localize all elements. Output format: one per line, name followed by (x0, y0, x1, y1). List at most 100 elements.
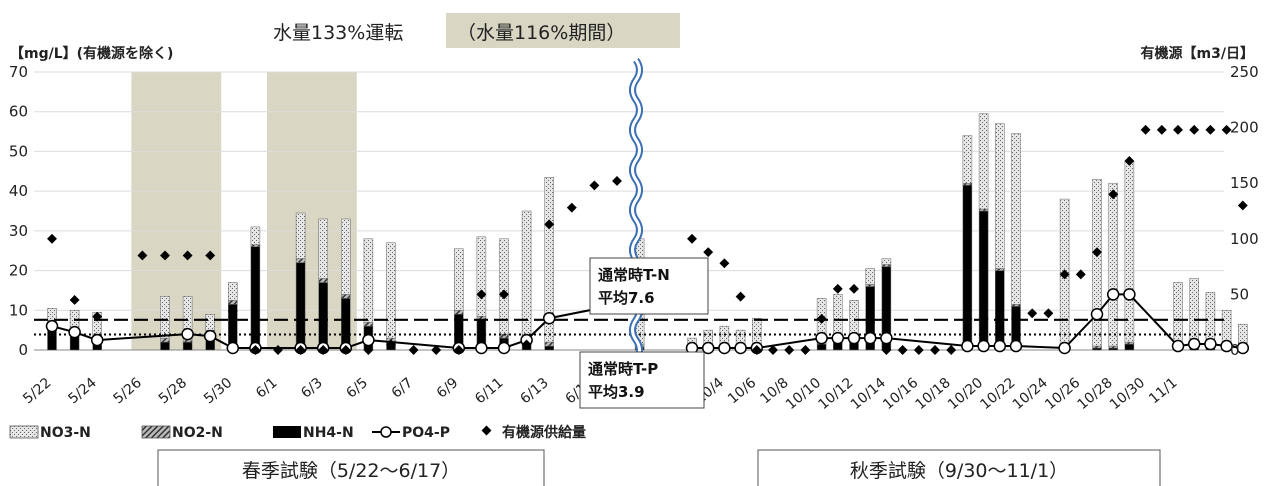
organic-point (1205, 124, 1216, 135)
organic-point (363, 345, 374, 355)
po4-point (203, 329, 217, 343)
organic-point (318, 345, 329, 355)
left-tick-label: 30 (9, 222, 28, 240)
organic-point (994, 313, 1005, 324)
po4-point (1058, 341, 1071, 355)
header-right-box (446, 13, 680, 48)
organic-point (1011, 313, 1021, 324)
right-tick-label: 100 (1230, 230, 1259, 248)
x-tick-label: 6/11 (472, 375, 506, 407)
po4-point (181, 327, 194, 341)
organic-point (962, 313, 973, 324)
spring-period-box (157, 449, 545, 486)
bar-nh4 (995, 270, 1005, 351)
bar-no2 (228, 300, 238, 305)
organic-point (816, 313, 827, 324)
po4-point (475, 341, 488, 355)
po4-point (961, 339, 974, 353)
x-tick-label: 6/3 (298, 375, 326, 402)
organic-point (768, 345, 778, 355)
bar-no2 (995, 268, 1005, 271)
header-left-label: 水量133%運転 (273, 22, 403, 44)
organic-point (544, 219, 555, 230)
bar-no3 (1173, 282, 1183, 347)
x-tick-label: 10/16 (880, 375, 921, 413)
tp-callout-line1: 通常時T-P (588, 360, 658, 378)
right-tick-label: 0 (1230, 341, 1240, 359)
po4-point (1187, 337, 1201, 351)
organic-point (160, 250, 170, 261)
x-tick-label: 10/22 (977, 375, 1018, 413)
header-right-label: （水量116%期間） (457, 22, 625, 44)
organic-point (250, 345, 261, 355)
x-tick-label: 10/28 (1075, 375, 1116, 413)
po4-point (977, 339, 990, 353)
autumn-period-box (757, 449, 1161, 486)
po4-point (847, 331, 861, 345)
organic-point (1108, 189, 1119, 200)
bar-no3 (295, 212, 306, 259)
organic-point (1092, 247, 1102, 258)
left-tick-label: 20 (9, 262, 28, 280)
po4-point (68, 325, 81, 339)
right-tick-label: 50 (1230, 285, 1249, 303)
tn-callout-line1: 通常時T-N (598, 266, 670, 284)
axis-break-icon (629, 57, 643, 363)
bar-nh4 (1108, 347, 1118, 351)
organic-point (589, 180, 600, 191)
bar-no3 (363, 238, 374, 323)
bar-no3 (250, 226, 261, 246)
bar-no3 (228, 282, 238, 301)
bar-no3 (1189, 278, 1199, 347)
legend-no2-swatch (141, 425, 171, 439)
organic-point (182, 250, 193, 261)
legend-po4-label: PO4-P (402, 425, 450, 441)
bar-no2 (363, 321, 374, 327)
reference-lines (34, 318, 1224, 336)
po4-point (90, 333, 104, 347)
organic-point (431, 345, 442, 355)
x-tick-label: 10/24 (1010, 375, 1051, 413)
bar-no3 (476, 236, 487, 317)
x-tick-label: 10/20 (945, 375, 986, 413)
organic-point (453, 345, 464, 355)
x-tick-label: 5/24 (65, 375, 99, 408)
bar-nh4 (816, 343, 827, 351)
bar-no3 (386, 242, 396, 339)
bar-no3 (1108, 182, 1118, 347)
bar-no2 (295, 258, 306, 263)
bar-no2 (454, 310, 464, 315)
organic-point (47, 233, 57, 244)
autumn-period-label: 秋季試験（9/30〜11/1） (850, 460, 1068, 482)
tp-callout: 通常時T-P 平均3.9 (579, 351, 705, 409)
po4-point (863, 331, 877, 345)
bar-no3 (544, 176, 554, 343)
organic-point (476, 289, 487, 300)
bar-no3 (962, 135, 973, 184)
bar-no3 (833, 294, 843, 337)
po4-point (1009, 339, 1023, 353)
bar-nh4 (978, 210, 989, 351)
bar-no3 (995, 123, 1005, 269)
organic-point (946, 345, 957, 355)
organic-point (703, 247, 714, 258)
x-tick-label: 6/5 (343, 375, 371, 402)
bar-no3 (978, 113, 989, 210)
organic-point (612, 176, 622, 186)
bar-nh4 (1092, 347, 1102, 351)
bar-nh4 (1124, 343, 1135, 351)
po4-point (1123, 288, 1136, 301)
organic-point (1237, 200, 1248, 211)
organic-point (913, 345, 924, 355)
legend-no3-label: NO3-N (40, 425, 91, 441)
bar-no3 (318, 218, 328, 279)
legend-po4-marker (380, 426, 392, 438)
organic-point (800, 345, 811, 355)
x-tick-label: 5/22 (20, 375, 54, 407)
x-tick-label: 5/26 (111, 375, 145, 408)
po4-point (815, 331, 828, 345)
tn-callout: 通常時T-N 平均7.6 (589, 257, 709, 315)
right-tick-label: 200 (1230, 119, 1259, 137)
bar-no2 (1011, 304, 1021, 307)
bar-nh4 (47, 329, 57, 351)
